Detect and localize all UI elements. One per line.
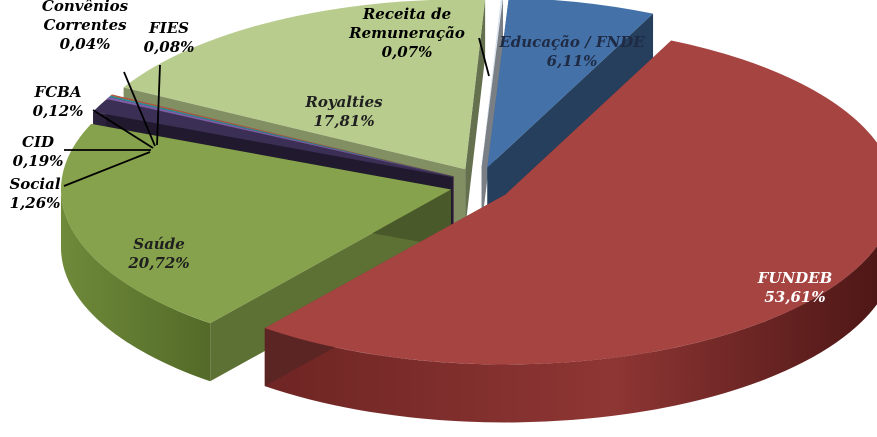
value-label-cid: 0,19% <box>13 152 64 170</box>
slice-wall-fundeb <box>264 246 877 423</box>
value-label-fundeb: 53,61% <box>764 288 825 306</box>
slice-fundeb <box>264 40 877 423</box>
slice-receita-de-remuneracao <box>481 0 504 226</box>
leader-lines <box>63 37 490 187</box>
slice-top-fies <box>110 94 454 177</box>
slice-face-educacao-fnde <box>487 13 654 226</box>
slice-top-cid <box>106 97 454 177</box>
value-label-educacao-fnde: 6,11% <box>547 52 598 70</box>
category-label-social: Social <box>9 175 60 193</box>
slice-top-convenios-correntes <box>110 95 454 177</box>
value-label-convenios-correntes: 0,04% <box>60 35 111 53</box>
category-label-cid: CID <box>22 133 54 151</box>
category-label-fies: FIES <box>148 19 189 37</box>
slice-face-receita-de-remuneracao <box>481 0 504 226</box>
value-label-fies: 0,08% <box>144 38 195 56</box>
slice-top-receita-de-remuneracao <box>481 0 503 168</box>
value-label-fcba: 0,12% <box>33 102 84 120</box>
category-label-fundeb: FUNDEB <box>757 269 833 287</box>
category-label-saude: Saúde <box>133 235 185 253</box>
slice-face-royalties <box>465 0 486 228</box>
leader-line-social <box>63 151 151 187</box>
category-label-convenios-correntes: Convênios <box>42 0 129 15</box>
slice-saude <box>60 123 451 382</box>
leader-line-fcba <box>92 109 154 149</box>
leader-line-convenios-correntes <box>123 71 156 147</box>
slice-educacao-fnde <box>487 0 654 226</box>
slice-top-royalties <box>123 0 486 170</box>
slice-top-educacao-fnde <box>487 0 654 168</box>
slice-top-social <box>93 99 453 178</box>
slice-top-fcba <box>108 95 454 177</box>
category-label-receita-de-remuneracao: Receita de <box>362 5 451 23</box>
leader-line-fies <box>156 64 161 146</box>
value-label-receita-de-remuneracao: 0,07% <box>382 43 433 61</box>
category-label-educacao-fnde: Educação / FNDE <box>498 33 645 51</box>
slice-wall-saude <box>60 189 211 382</box>
category-label-royalties: Royalties <box>304 93 383 111</box>
category-label-convenios-correntes: Correntes <box>43 16 127 34</box>
pie-slices <box>60 0 877 423</box>
value-label-saude: 20,72% <box>127 254 189 272</box>
category-label-receita-de-remuneracao: Remuneração <box>348 24 465 42</box>
category-label-fcba: FCBA <box>34 83 82 101</box>
leader-line-receita-de-remuneracao <box>478 37 490 77</box>
slice-top-saude <box>60 123 451 324</box>
value-label-social: 1,26% <box>10 194 61 212</box>
value-label-royalties: 17,81% <box>313 112 374 130</box>
slice-top-fundeb <box>264 40 877 365</box>
